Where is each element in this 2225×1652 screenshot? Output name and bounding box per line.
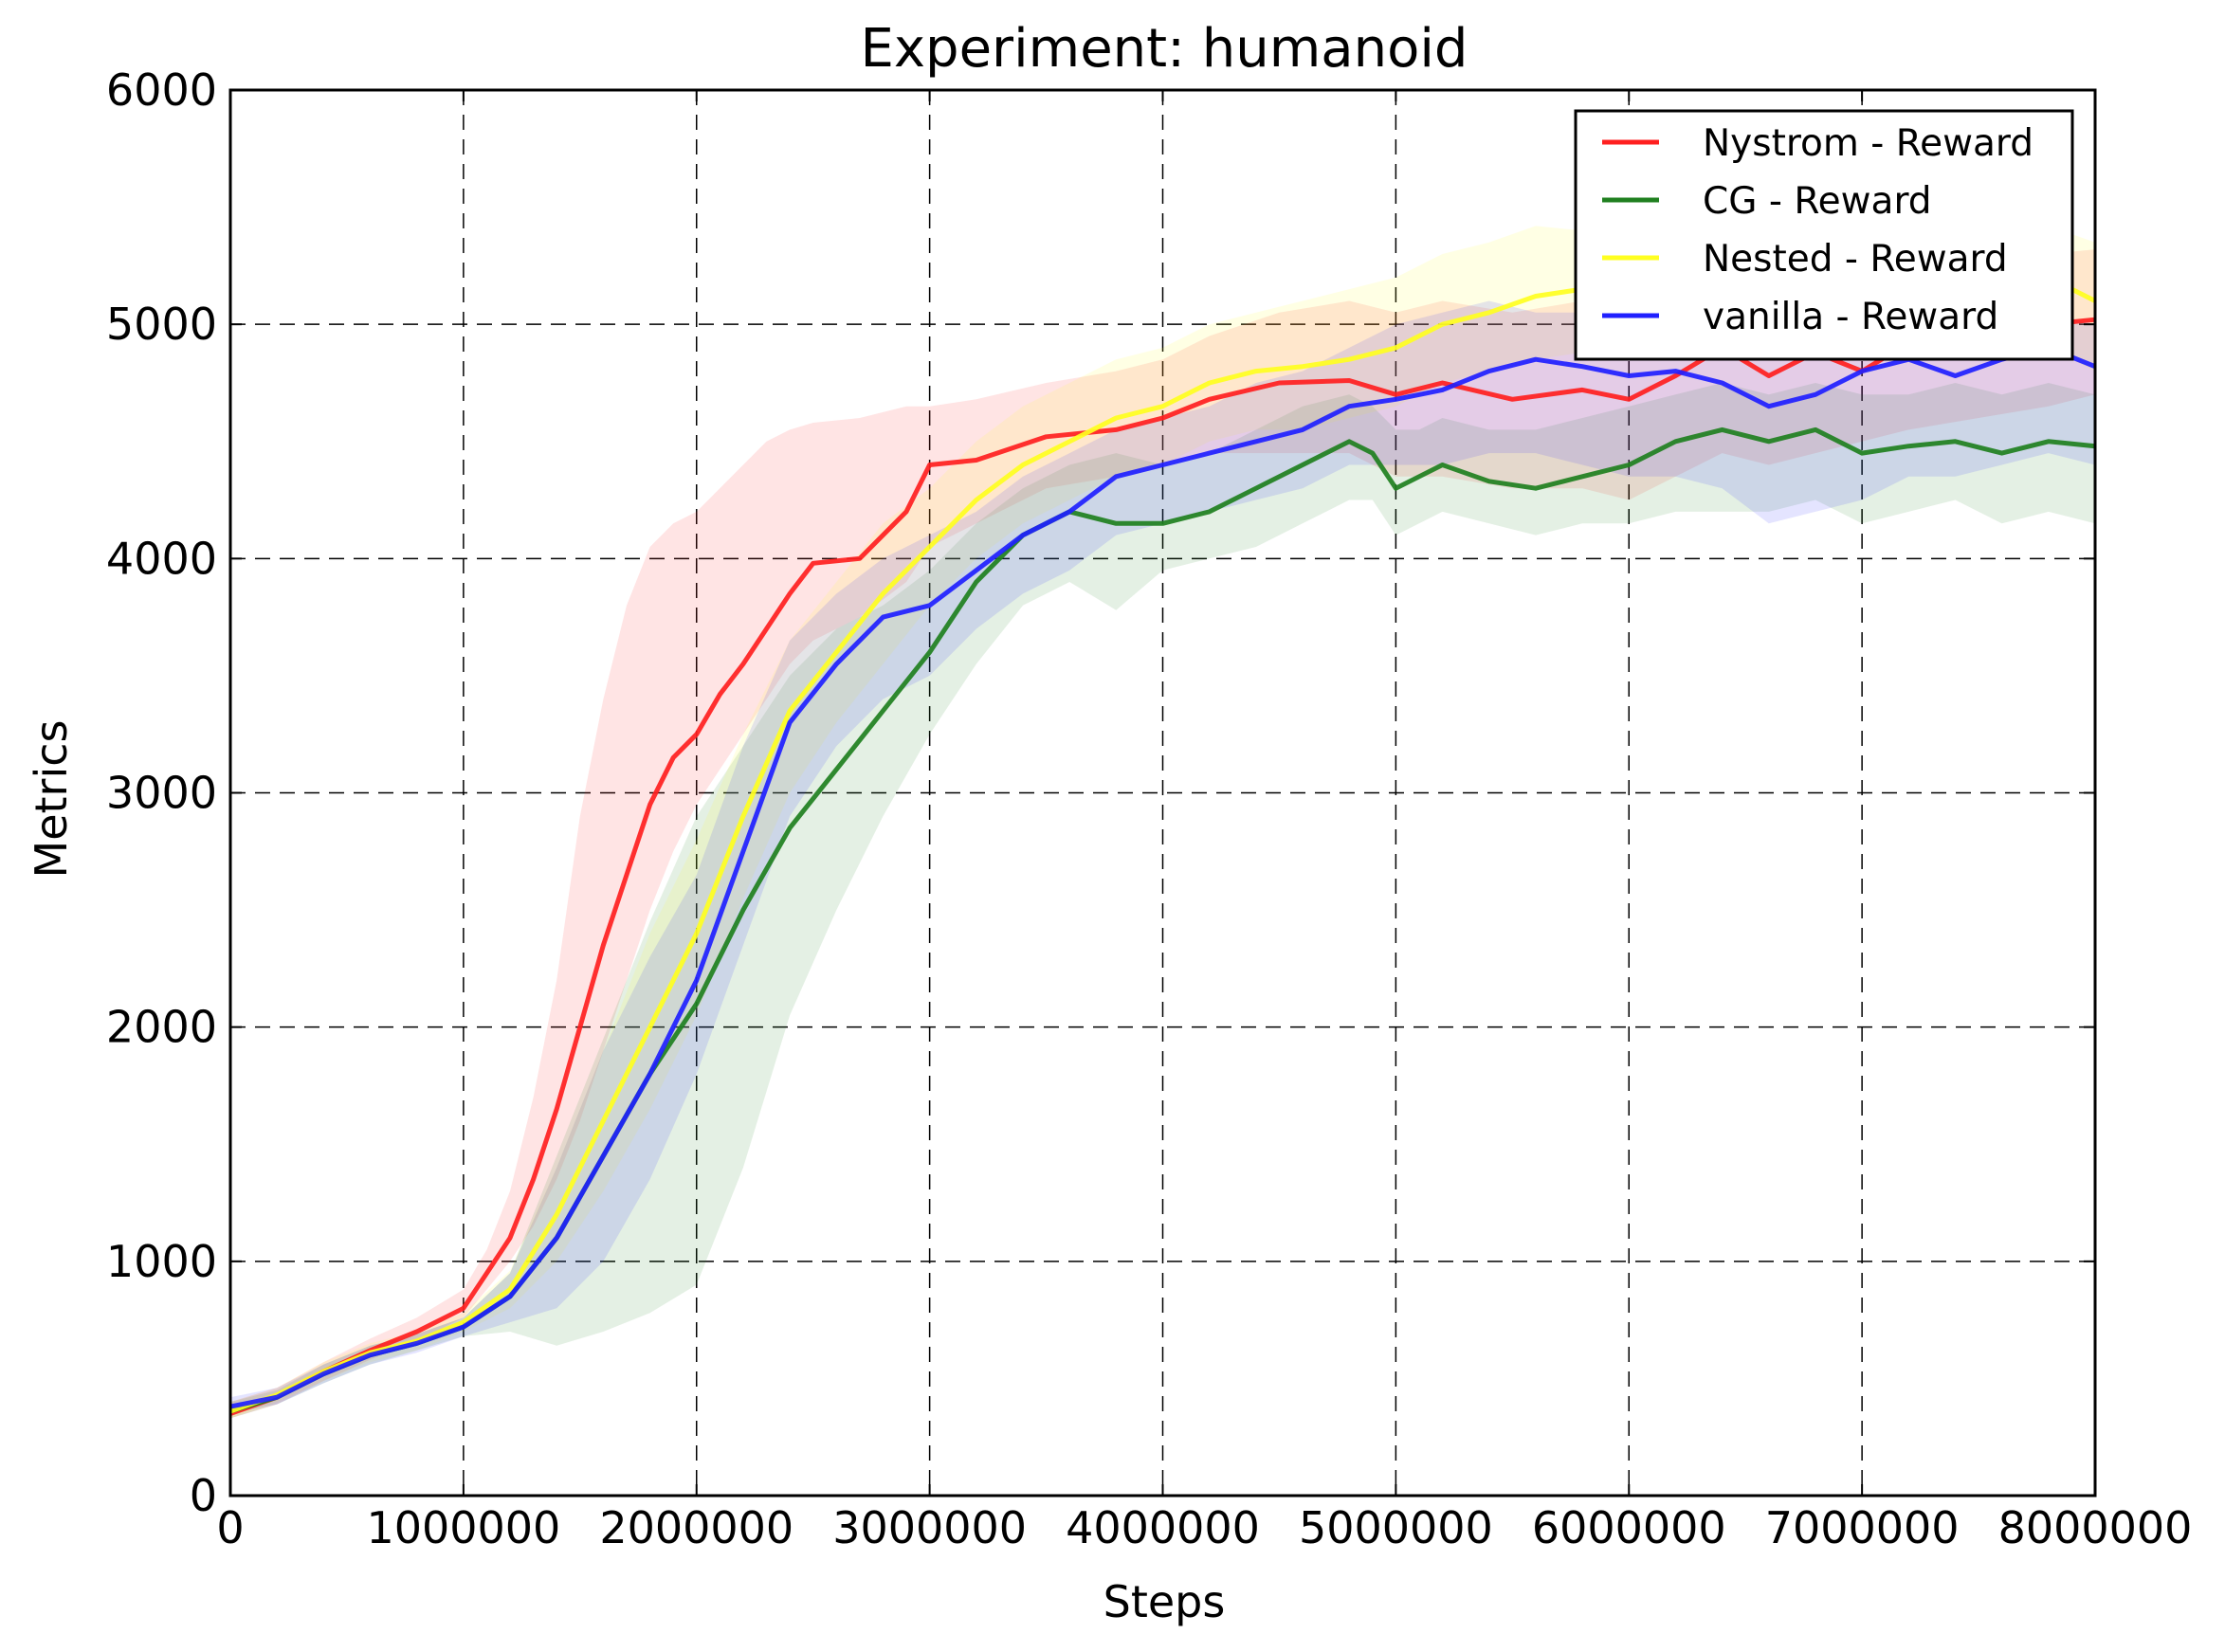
x-tick-label: 4000000: [1066, 1502, 1260, 1553]
chart-title: Experiment: humanoid: [861, 18, 1468, 80]
x-tick-label: 6000000: [1532, 1502, 1726, 1553]
x-tick-label: 3000000: [832, 1502, 1027, 1553]
y-axis-label: Metrics: [26, 720, 77, 879]
x-tick-label: 8000000: [1998, 1502, 2193, 1553]
nested-legend-label: Nested - Reward: [1703, 238, 2008, 281]
x-tick-label: 1000000: [366, 1502, 560, 1553]
y-tick-label: 6000: [106, 64, 217, 116]
vanilla-legend-label: vanilla - Reward: [1703, 296, 1998, 338]
cg-legend-label: CG - Reward: [1703, 180, 1932, 223]
y-tick-label: 1000: [106, 1236, 217, 1287]
x-axis-label: Steps: [1103, 1576, 1226, 1627]
axis-ticks: 0 1000000 2000000 3000000 4000000 5000000 6000…: [106, 64, 2193, 1553]
x-tick-label: 7000000: [1765, 1502, 1960, 1553]
x-tick-label: 5000000: [1299, 1502, 1493, 1553]
legend: Nystrom - Reward CG - Reward Nested - Rewa…: [1574, 109, 2074, 361]
cg-confidence-band: [230, 383, 2095, 1419]
y-tick-label: 0: [190, 1470, 217, 1521]
x-tick-label: 0: [216, 1502, 244, 1553]
x-tick-label: 2000000: [599, 1502, 793, 1553]
y-tick-label: 5000: [106, 299, 217, 350]
vanilla-series-line: [229, 345, 2096, 1409]
nystrom-confidence-band: [230, 249, 2095, 1419]
y-tick-label: 3000: [106, 768, 217, 819]
nystrom-legend-label: Nystrom - Reward: [1703, 122, 2034, 165]
y-tick-label: 2000: [106, 1002, 217, 1053]
y-tick-label: 4000: [106, 533, 217, 584]
